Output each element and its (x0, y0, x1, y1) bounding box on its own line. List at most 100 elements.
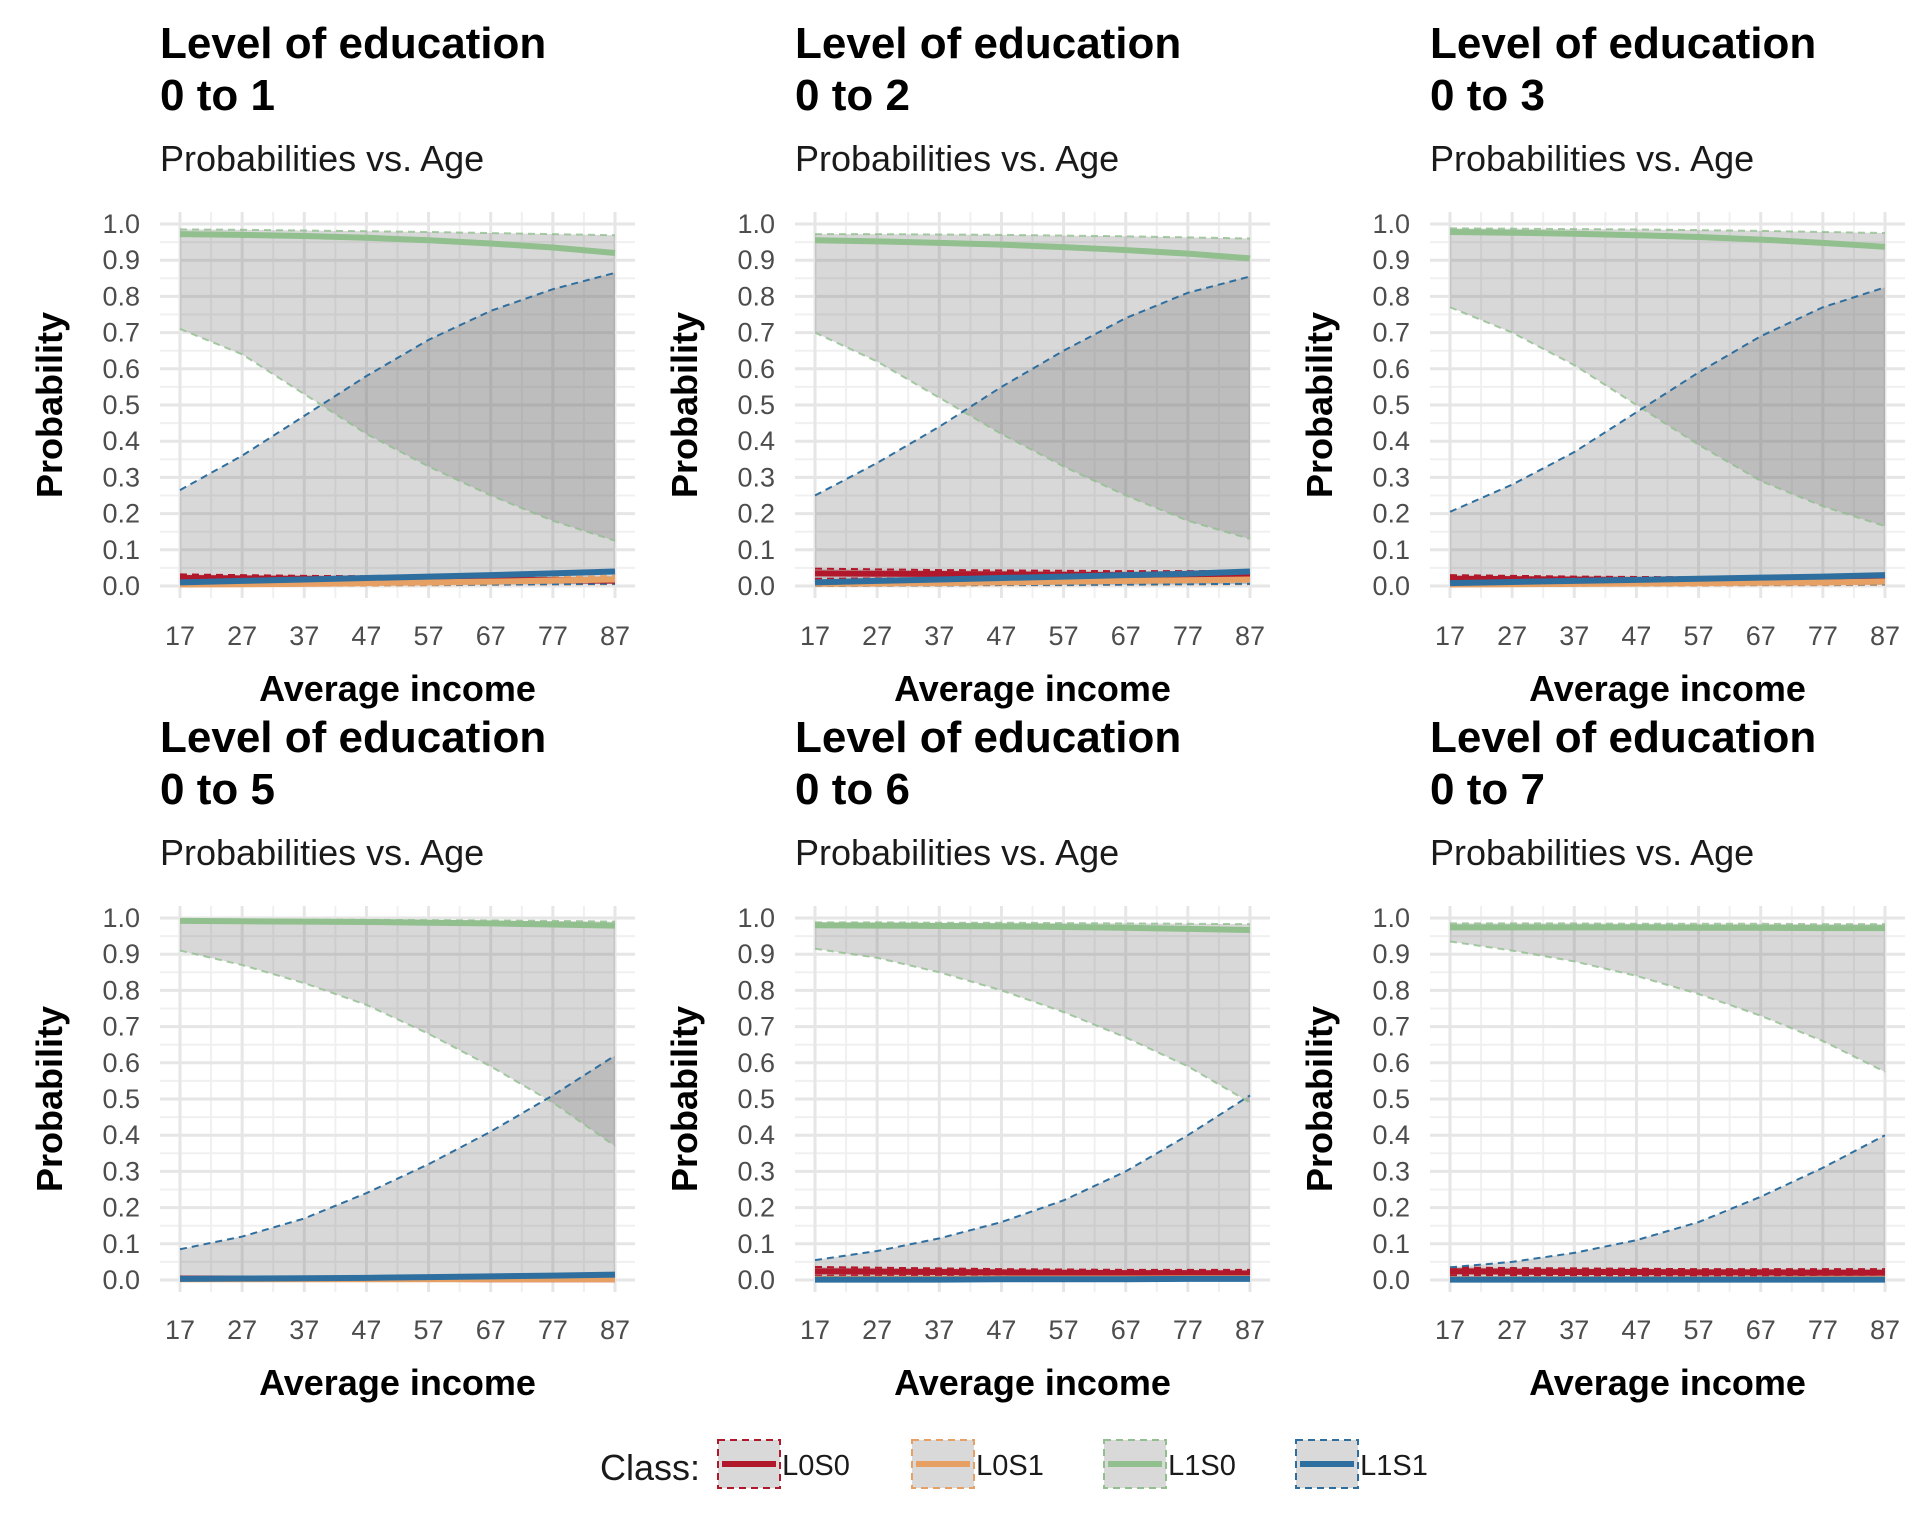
x-axis-label: Average income (894, 668, 1171, 709)
x-tick-label: 77 (538, 621, 568, 651)
legend-item-l0s0: L0S0 (717, 1439, 850, 1489)
y-tick-label: 0.4 (102, 426, 140, 456)
x-tick-label: 47 (1621, 621, 1651, 651)
y-tick-label: 0.1 (737, 535, 775, 565)
band-edge-upper-l1s1 (814, 275, 1251, 497)
y-tick-label: 0.6 (1372, 354, 1410, 384)
y-tick-label: 1.0 (102, 903, 140, 933)
y-tick-label: 0.5 (737, 390, 775, 420)
y-tick-label: 0.2 (1372, 1193, 1410, 1223)
x-tick-label: 47 (1621, 1315, 1651, 1345)
y-tick-label: 0.2 (737, 499, 775, 529)
x-tick-label: 57 (1049, 621, 1079, 651)
y-tick-label: 0.9 (102, 245, 140, 275)
legend-title: Class: (600, 1447, 700, 1488)
band-edge-upper-l0s0 (814, 1265, 1250, 1271)
y-tick-label: 0.9 (1372, 939, 1410, 969)
x-tick-label: 57 (1684, 1315, 1714, 1345)
chart-title-line-1: Level of education (1430, 19, 1816, 68)
x-tick-label: 37 (289, 621, 319, 651)
y-tick-label: 0.8 (737, 975, 775, 1005)
x-tick-label: 67 (1746, 621, 1776, 651)
y-tick-label: 1.0 (102, 209, 140, 239)
y-tick-label: 0.9 (102, 939, 140, 969)
y-tick-label: 0.0 (737, 1265, 775, 1295)
y-tick-label: 0.6 (102, 1048, 140, 1078)
x-axis-label: Average income (259, 1362, 536, 1403)
series-line-l0s1 (179, 576, 616, 588)
y-axis-label: Probability (1299, 1006, 1340, 1192)
y-tick-label: 1.0 (737, 903, 775, 933)
x-tick-label: 27 (227, 621, 257, 651)
series-line-l1s0 (179, 917, 616, 929)
band-edge-upper-l1s1 (1449, 1134, 1886, 1269)
y-tick-label: 0.2 (102, 1193, 140, 1223)
band-edge-upper-l1s1 (1449, 286, 1886, 513)
x-tick-label: 27 (862, 621, 892, 651)
y-axis-label: Probability (664, 312, 705, 498)
legend-item-l0s1: L0S1 (911, 1439, 1044, 1489)
chart-title-line-2: 0 to 5 (160, 765, 275, 814)
band-edge-upper-l1s1 (179, 1054, 616, 1251)
series-line-l1s1 (815, 1275, 1250, 1283)
band-edge-upper-l1s0 (1449, 227, 1886, 235)
confidence-band-l1s0 (1450, 923, 1885, 1072)
x-tick-label: 17 (165, 621, 195, 651)
legend: Class: L0S0 L0S1 L1S0 L1S1 (600, 1439, 1428, 1489)
y-tick-label: 0.5 (737, 1084, 775, 1114)
x-tick-label: 77 (538, 1315, 568, 1345)
band-edge-upper-l1s1 (814, 1094, 1251, 1262)
band-edge-upper-l0s0 (1449, 1266, 1885, 1271)
confidence-band-l1s1 (815, 1095, 1250, 1280)
band-edge-lower-l1s0 (179, 328, 616, 542)
x-tick-label: 77 (1808, 621, 1838, 651)
y-tick-label: 0.6 (737, 354, 775, 384)
y-tick-label: 0.1 (1372, 535, 1410, 565)
y-tick-label: 1.0 (1372, 903, 1410, 933)
x-tick-label: 87 (600, 1315, 630, 1345)
band-edge-upper-l1s0 (179, 228, 616, 237)
y-axis-label: Probability (29, 312, 70, 498)
x-tick-label: 57 (1049, 1315, 1079, 1345)
chart-title-line-1: Level of education (795, 19, 1181, 68)
x-tick-label: 77 (1173, 621, 1203, 651)
x-tick-label: 67 (1111, 621, 1141, 651)
x-tick-label: 87 (1235, 621, 1265, 651)
y-tick-label: 0.7 (737, 1012, 775, 1042)
confidence-band-l1s1 (815, 276, 1250, 586)
x-tick-label: 27 (1497, 1315, 1527, 1345)
chart-title-line-2: 0 to 2 (795, 71, 910, 120)
y-axis-ticks: 0.0 0.1 0.2 0.3 0.4 0.5 0.6 0.7 0.8 0.9 1.0 (102, 209, 140, 601)
y-tick-label: 0.5 (102, 390, 140, 420)
x-tick-label: 37 (924, 621, 954, 651)
y-tick-label: 1.0 (737, 209, 775, 239)
y-tick-label: 0.2 (102, 499, 140, 529)
y-tick-label: 0.3 (737, 462, 775, 492)
y-tick-label: 0.8 (1372, 975, 1410, 1005)
chart-title-line-1: Level of education (795, 713, 1181, 762)
y-tick-label: 0.3 (102, 462, 140, 492)
x-tick-label: 37 (924, 1315, 954, 1345)
x-tick-label: 17 (1435, 1315, 1465, 1345)
y-tick-label: 0.9 (737, 245, 775, 275)
y-tick-label: 0.1 (737, 1229, 775, 1259)
grid (795, 212, 1270, 598)
chart-title-line-2: 0 to 3 (1430, 71, 1545, 120)
y-axis-ticks: 0.0 0.1 0.2 0.3 0.4 0.5 0.6 0.7 0.8 0.9 1.0 (1372, 903, 1410, 1295)
x-tick-label: 17 (800, 1315, 830, 1345)
series-line-l1s0 (814, 237, 1251, 262)
y-tick-label: 0.0 (737, 571, 775, 601)
y-axis-ticks: 0.0 0.1 0.2 0.3 0.4 0.5 0.6 0.7 0.8 0.9 1.0 (1372, 209, 1410, 601)
y-axis-label: Probability (29, 1006, 70, 1192)
x-tick-label: 57 (414, 1315, 444, 1345)
x-tick-label: 17 (1435, 621, 1465, 651)
chart-subtitle: Probabilities vs. Age (160, 138, 484, 179)
y-tick-label: 0.4 (1372, 1120, 1410, 1150)
